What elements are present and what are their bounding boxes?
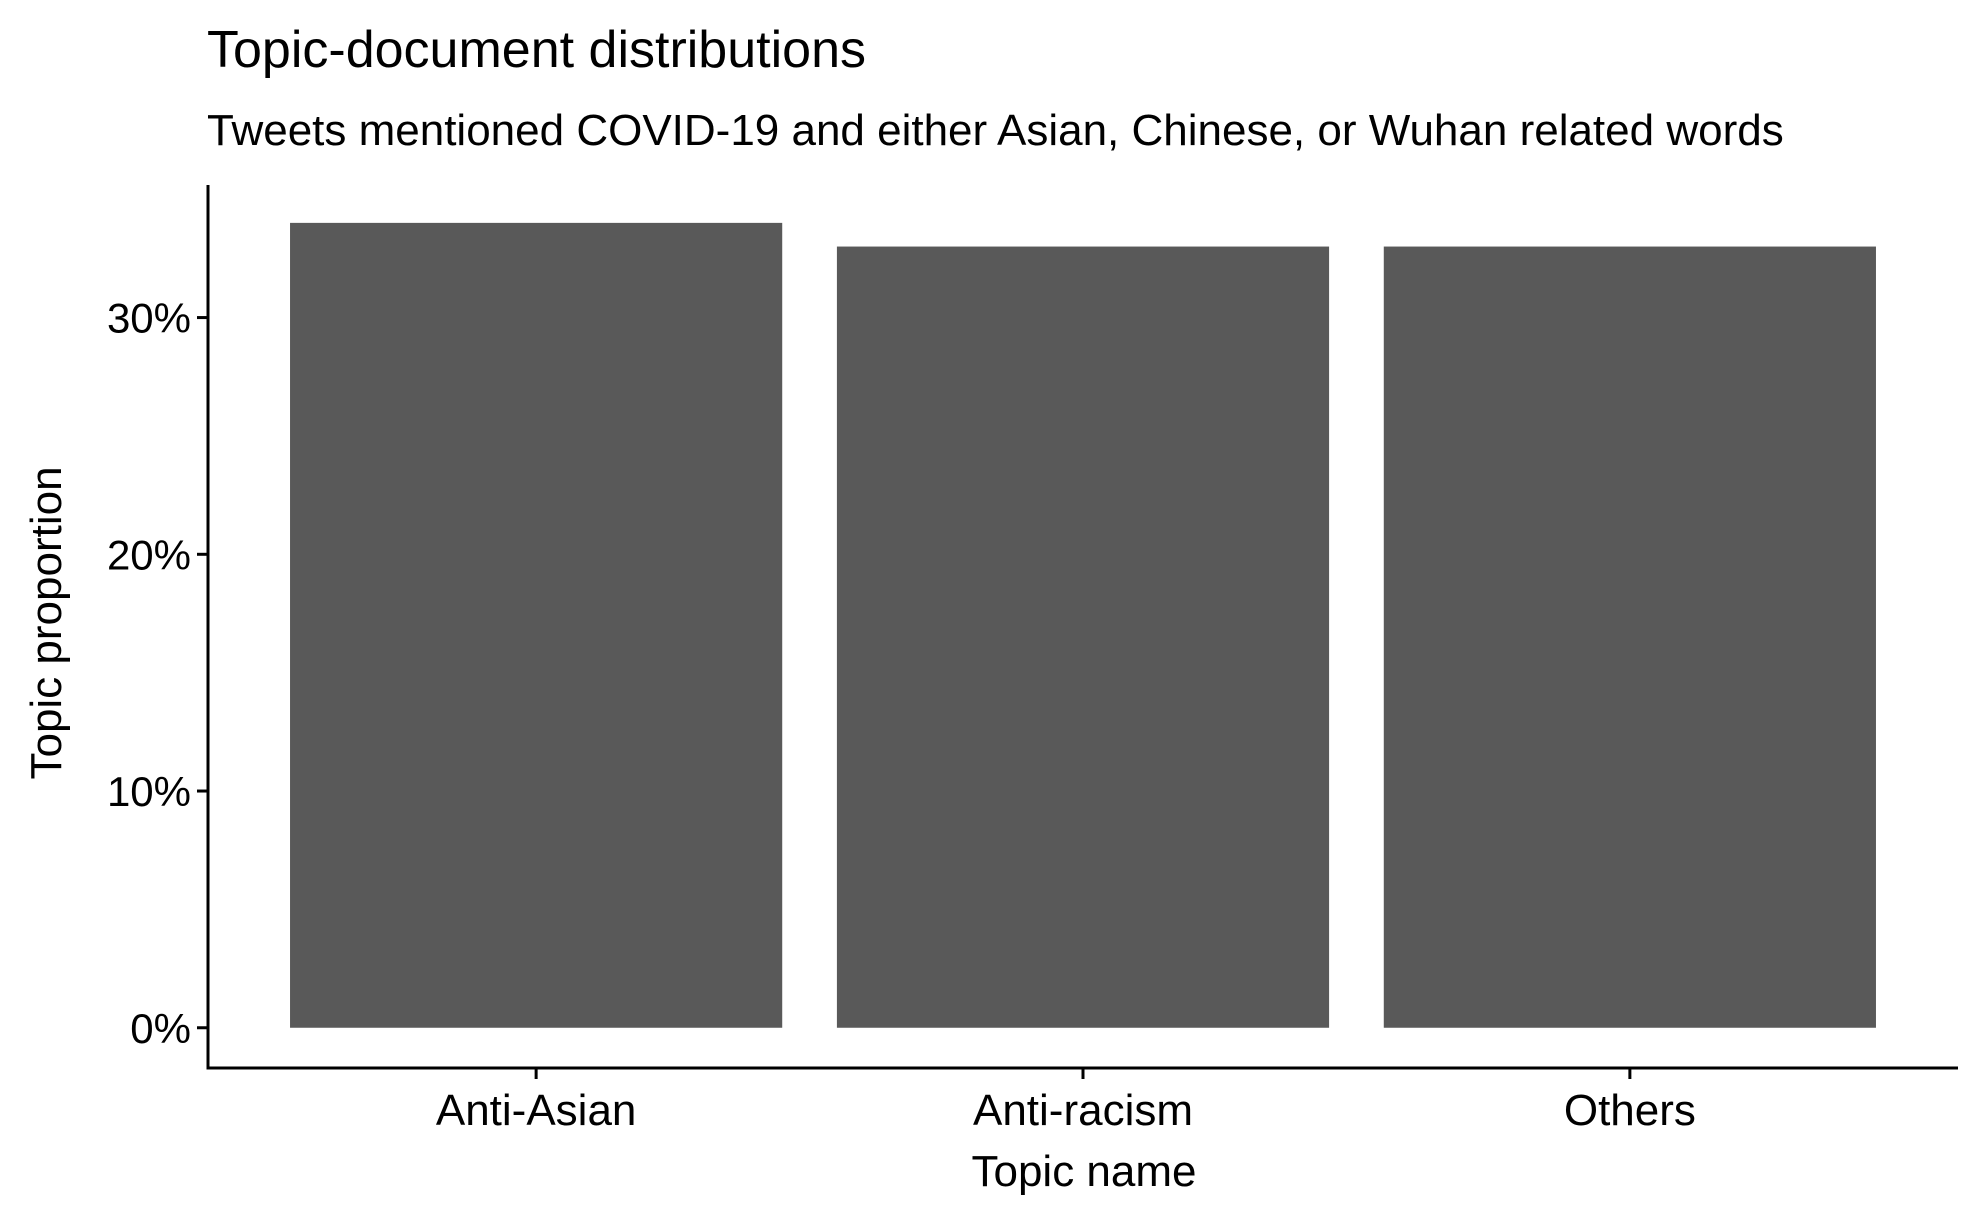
y-tick-label: 0%: [130, 1005, 191, 1052]
bar-anti-asian: [290, 222, 783, 1028]
y-tick-label: 30%: [107, 295, 191, 342]
chart-title: Topic-document distributions: [207, 21, 866, 79]
x-axis-title: Topic name: [971, 1147, 1196, 1196]
bars: [290, 222, 1876, 1028]
y-tick-label: 10%: [107, 768, 191, 815]
x-tick-label: Anti-Asian: [436, 1086, 637, 1135]
chart-subtitle: Tweets mentioned COVID-19 and either Asi…: [207, 106, 1784, 155]
x-tick-label: Anti-racism: [973, 1086, 1193, 1135]
y-axis-ticks: 0% 10% 20% 30%: [107, 295, 208, 1052]
bar-others: [1383, 246, 1876, 1028]
y-axis-title: Topic proportion: [22, 466, 71, 779]
x-tick-label: Others: [1564, 1086, 1696, 1135]
x-axis-ticks: Anti-Asian Anti-racism Others: [436, 1068, 1696, 1135]
y-tick-label: 20%: [107, 531, 191, 578]
bar-anti-racism: [836, 246, 1330, 1028]
